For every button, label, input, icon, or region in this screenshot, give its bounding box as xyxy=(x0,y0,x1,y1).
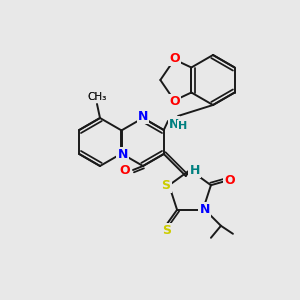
Text: N: N xyxy=(200,203,210,216)
Text: S: S xyxy=(162,179,171,192)
Text: S: S xyxy=(162,179,171,192)
Text: O: O xyxy=(169,52,180,65)
Text: H: H xyxy=(178,121,188,131)
Text: CH₃: CH₃ xyxy=(87,92,106,102)
Text: N: N xyxy=(138,110,148,122)
Text: CH₃: CH₃ xyxy=(87,92,106,102)
Text: O: O xyxy=(120,164,130,176)
Text: N: N xyxy=(118,148,128,161)
Text: O: O xyxy=(169,95,180,108)
Text: H: H xyxy=(190,164,200,176)
Text: H: H xyxy=(190,164,200,176)
Text: O: O xyxy=(169,52,180,65)
Text: N: N xyxy=(169,118,179,130)
Text: S: S xyxy=(163,224,172,237)
Text: N: N xyxy=(200,203,210,216)
Text: N: N xyxy=(169,118,179,130)
Text: H: H xyxy=(178,121,188,131)
Text: O: O xyxy=(225,174,235,187)
Text: N: N xyxy=(138,110,148,122)
Text: S: S xyxy=(163,224,172,237)
Text: N: N xyxy=(118,148,128,161)
Text: O: O xyxy=(225,174,235,187)
Text: O: O xyxy=(169,95,180,108)
Text: O: O xyxy=(120,164,130,176)
